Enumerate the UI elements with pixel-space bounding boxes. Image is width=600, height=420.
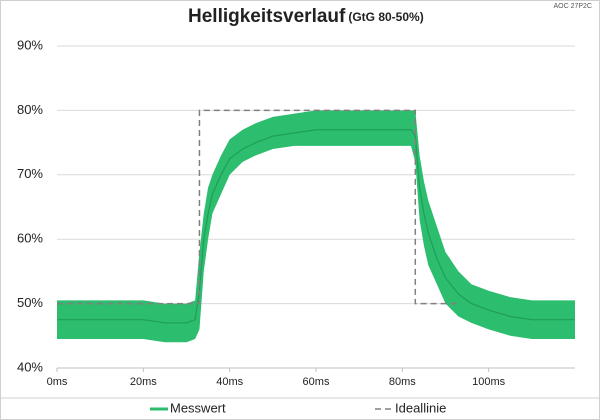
y-tick-label: 80% [17,102,43,117]
legend-label: Ideallinie [395,400,446,415]
chart-subtitle: (GtG 80-50%) [348,10,423,24]
series-line [57,109,459,305]
legend-label: Messwert [170,400,226,415]
y-tick-label: 40% [17,359,43,374]
noise-band [57,110,575,343]
x-tick-label: 100ms [472,376,506,388]
x-tick-label: 80ms [389,376,416,388]
y-tick-label: 70% [17,166,43,181]
chart-title: Helligkeitsverlauf [188,6,346,27]
x-tick-label: 60ms [303,376,330,388]
series-line [57,129,575,324]
x-tick-label: 40ms [216,376,243,388]
x-tick-label: 20ms [130,376,157,388]
y-tick-label: 50% [17,295,43,310]
y-tick-label: 60% [17,231,43,246]
x-tick-label: 0ms [47,376,68,388]
y-tick-label: 90% [17,37,43,52]
corner-note: AOC 27P2C [553,3,592,10]
